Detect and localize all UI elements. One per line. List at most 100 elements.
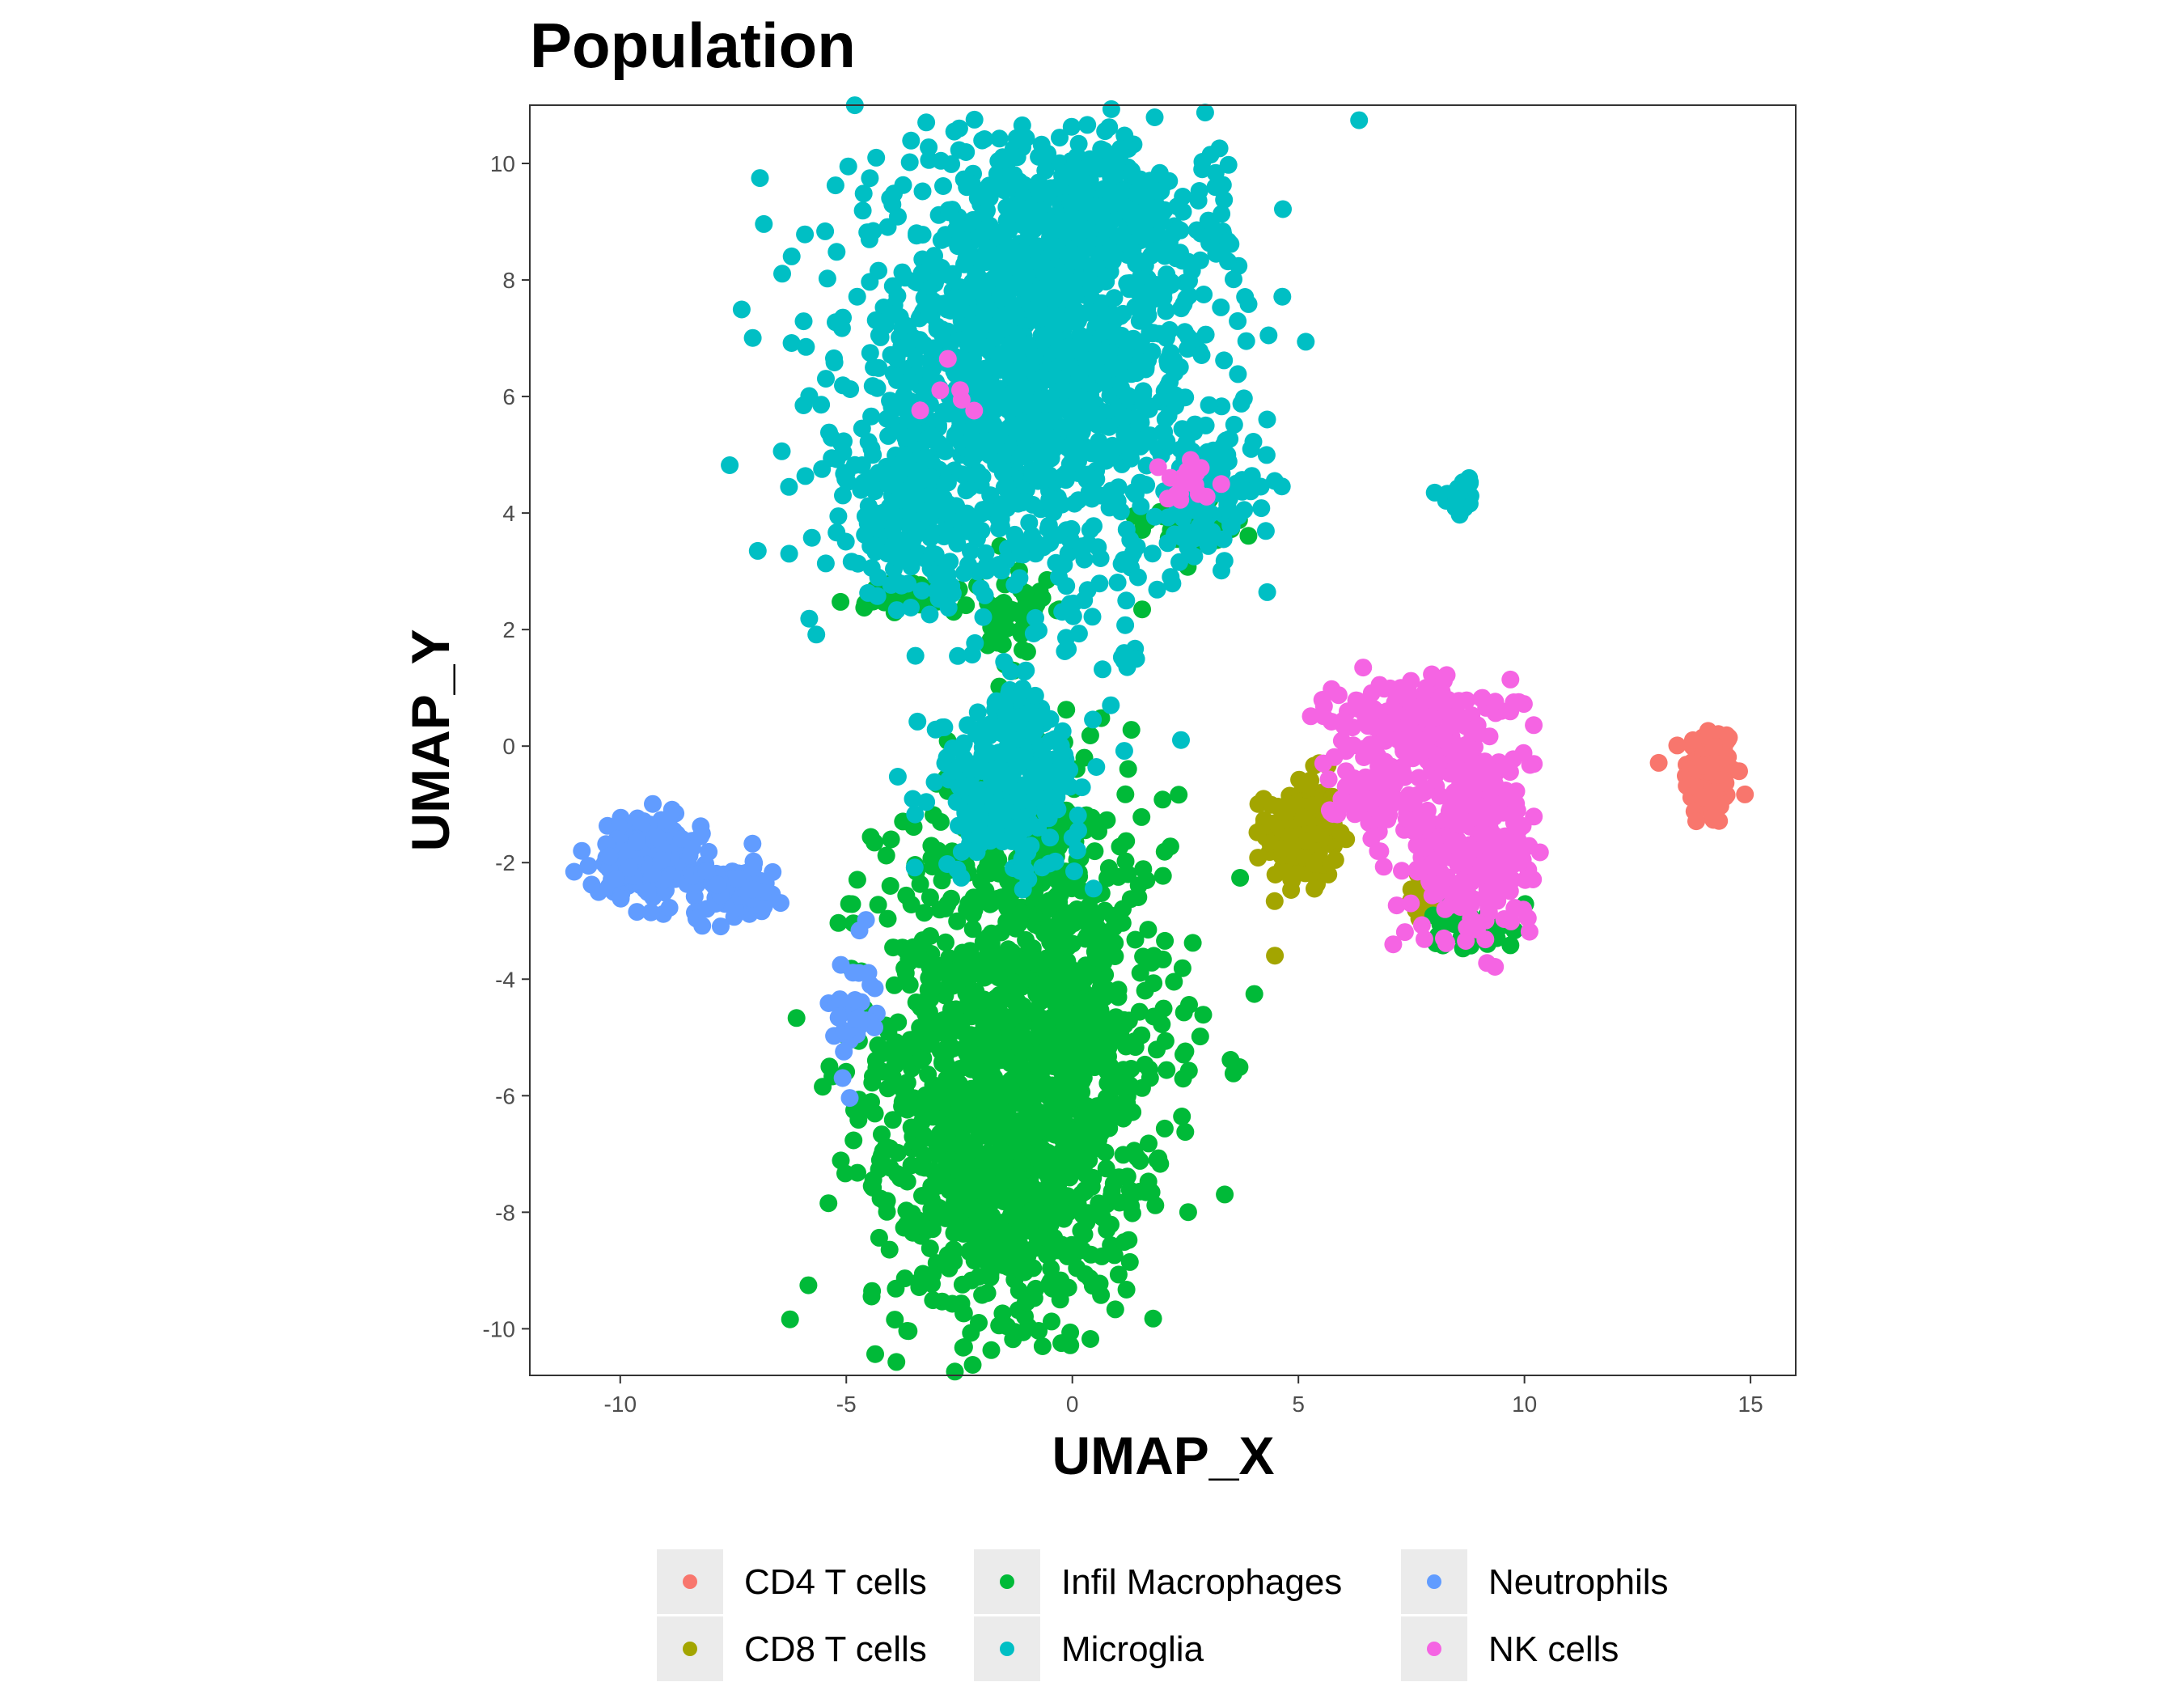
data-point <box>1156 246 1175 265</box>
data-point <box>1052 418 1071 437</box>
data-point <box>999 480 1018 498</box>
data-point <box>970 1314 988 1332</box>
data-point <box>827 243 846 261</box>
data-point <box>878 1079 897 1098</box>
data-point <box>1010 621 1029 640</box>
data-point <box>1073 175 1092 193</box>
data-point <box>1117 591 1136 610</box>
data-point <box>787 1009 806 1027</box>
data-point <box>887 1353 906 1371</box>
data-point <box>1116 785 1135 803</box>
data-point <box>873 1125 891 1144</box>
data-point <box>884 519 902 537</box>
data-point <box>925 773 944 791</box>
data-point <box>1146 1196 1165 1214</box>
data-point <box>1179 1203 1197 1222</box>
data-point <box>917 113 936 132</box>
data-point <box>1147 199 1166 218</box>
data-point <box>949 237 967 256</box>
data-point <box>1239 294 1258 313</box>
data-point <box>1225 415 1243 434</box>
data-point <box>1245 985 1263 1003</box>
data-point <box>1297 333 1315 351</box>
data-point <box>1012 904 1031 922</box>
data-point <box>1155 1119 1174 1138</box>
data-point <box>1307 825 1326 843</box>
data-point <box>919 1066 938 1083</box>
data-point <box>1212 298 1230 316</box>
data-point <box>1249 849 1268 867</box>
data-point <box>1274 200 1292 218</box>
data-point <box>1039 516 1058 535</box>
data-point <box>1120 1061 1139 1079</box>
data-point <box>573 841 591 860</box>
data-point <box>1304 796 1322 815</box>
data-point <box>1120 1231 1138 1249</box>
data-point <box>732 300 751 319</box>
data-point <box>816 222 835 240</box>
data-point <box>1112 555 1131 573</box>
data-point <box>1060 1030 1079 1049</box>
data-point <box>1090 574 1109 593</box>
data-point <box>1668 736 1687 755</box>
data-point <box>1257 446 1276 464</box>
data-point <box>854 473 873 492</box>
data-point <box>1010 448 1029 467</box>
data-point <box>1196 104 1214 122</box>
data-point <box>944 1206 963 1225</box>
data-point <box>612 889 630 908</box>
data-point <box>1013 837 1031 855</box>
data-point <box>976 1108 995 1127</box>
data-point <box>1097 1159 1115 1178</box>
data-point <box>782 334 801 352</box>
data-point <box>923 955 942 974</box>
data-point <box>879 1023 898 1041</box>
data-point <box>1012 1261 1031 1280</box>
data-point <box>1294 808 1313 827</box>
data-point <box>934 177 952 195</box>
data-point <box>1031 184 1049 203</box>
data-point <box>1052 1083 1070 1101</box>
data-point <box>1040 854 1059 873</box>
data-point <box>950 1223 969 1242</box>
data-point <box>1009 494 1027 513</box>
data-point <box>835 1042 853 1061</box>
data-point <box>1183 934 1202 952</box>
data-point <box>1120 430 1139 447</box>
data-point <box>743 834 762 853</box>
data-point <box>907 351 925 370</box>
data-point <box>833 1069 852 1087</box>
data-point <box>968 189 987 207</box>
data-point <box>1013 116 1031 134</box>
data-point <box>1501 936 1520 955</box>
data-point <box>1027 595 1046 614</box>
data-point <box>1081 1330 1099 1348</box>
data-point <box>1224 1064 1242 1083</box>
data-point <box>1041 214 1060 232</box>
data-point <box>989 968 1008 987</box>
data-point <box>1140 1060 1158 1078</box>
data-point <box>894 176 912 194</box>
data-point <box>900 489 919 507</box>
data-point <box>1077 1096 1096 1115</box>
data-point <box>916 1146 933 1165</box>
data-point <box>1154 999 1173 1018</box>
data-point <box>870 1228 888 1247</box>
data-point <box>825 354 844 371</box>
data-point <box>1078 116 1097 134</box>
data-point <box>748 541 767 560</box>
data-point <box>600 847 619 866</box>
data-point <box>1102 1215 1120 1234</box>
data-point <box>1055 1015 1073 1033</box>
data-point <box>1143 544 1162 563</box>
data-point <box>832 955 850 974</box>
data-point <box>963 811 982 829</box>
data-point <box>862 1287 881 1306</box>
data-point <box>1009 1282 1028 1300</box>
data-point <box>1110 327 1128 345</box>
data-point <box>649 828 667 847</box>
data-point <box>978 938 997 956</box>
data-point <box>866 833 884 852</box>
data-point <box>1015 1070 1034 1087</box>
data-point <box>953 737 971 756</box>
